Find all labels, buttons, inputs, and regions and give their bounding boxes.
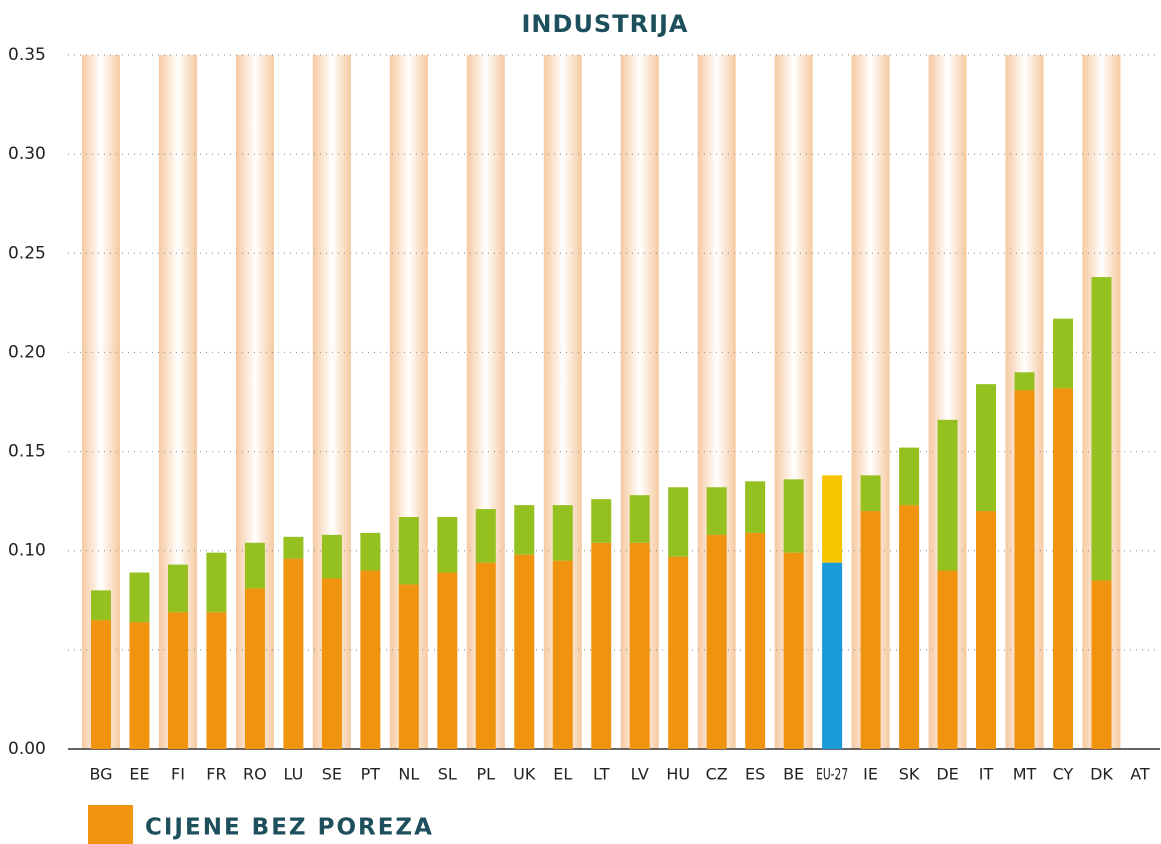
x-tick-label: RO bbox=[243, 765, 267, 784]
bar-segment bbox=[129, 622, 150, 749]
legend-swatch bbox=[88, 805, 133, 844]
bar-segment bbox=[629, 495, 650, 543]
bar-segment bbox=[283, 536, 304, 559]
x-tick-label: EU-27 bbox=[816, 765, 848, 784]
x-tick-label: IT bbox=[979, 765, 994, 784]
bar-segment bbox=[1053, 388, 1073, 749]
bar-segment bbox=[668, 487, 689, 557]
bar-segment bbox=[783, 479, 804, 553]
y-tick-label: 0.30 bbox=[8, 144, 46, 164]
bar-segment bbox=[167, 612, 188, 749]
x-tick-label: LU bbox=[283, 765, 303, 784]
bar-segment bbox=[783, 552, 804, 749]
x-tick-label: DE bbox=[936, 765, 958, 784]
x-tick-label: IE bbox=[863, 765, 878, 784]
bar-segment bbox=[206, 612, 227, 749]
x-tick-label: ES bbox=[745, 765, 765, 784]
bar-segment bbox=[321, 534, 342, 579]
bar-segment bbox=[91, 620, 111, 749]
bar-segment bbox=[629, 542, 650, 749]
bar-segment bbox=[860, 475, 881, 512]
legend-label: CIJENE BEZ POREZA bbox=[145, 815, 434, 841]
x-tick-label: FI bbox=[171, 765, 185, 784]
x-tick-label: BE bbox=[783, 765, 804, 784]
bar-segment bbox=[937, 570, 958, 749]
bar-segment bbox=[437, 572, 458, 749]
bar-segment bbox=[976, 384, 997, 512]
bar-segment bbox=[1091, 277, 1112, 581]
bar-segment bbox=[899, 505, 920, 749]
grid bbox=[68, 54, 1160, 750]
y-tick-label: 0.20 bbox=[8, 342, 46, 362]
x-tick-label: AT bbox=[1130, 765, 1150, 784]
x-tick-label: FR bbox=[206, 765, 226, 784]
bars bbox=[91, 277, 1112, 749]
bar-segment bbox=[321, 578, 342, 749]
x-tick-label: EE bbox=[129, 765, 149, 784]
x-tick-label: BG bbox=[89, 765, 112, 784]
x-tick-label: CZ bbox=[706, 765, 728, 784]
bar-segment bbox=[552, 505, 573, 561]
y-tick-label: 0.35 bbox=[8, 45, 46, 65]
x-tick-label: DK bbox=[1090, 765, 1113, 784]
y-tick-label: 0.25 bbox=[8, 243, 46, 263]
bar-segment bbox=[706, 534, 727, 749]
bar-segment bbox=[552, 560, 573, 749]
bar-segment bbox=[899, 447, 920, 506]
bar-segment bbox=[244, 588, 265, 749]
x-tick-label: UK bbox=[513, 765, 536, 784]
bar-segment bbox=[91, 590, 111, 621]
bar-segment bbox=[1014, 390, 1035, 749]
bar-segment bbox=[475, 509, 496, 563]
bar-segment bbox=[745, 481, 766, 533]
bar-segment bbox=[976, 511, 997, 749]
y-tick-label: 0.10 bbox=[8, 541, 46, 561]
bar-segment bbox=[360, 570, 381, 749]
bar-segment bbox=[514, 554, 535, 749]
bar-segment bbox=[745, 532, 766, 749]
bar-segment bbox=[668, 556, 689, 749]
bar-segment bbox=[437, 517, 458, 573]
bar-segment bbox=[591, 542, 612, 749]
bar-segment bbox=[591, 499, 612, 543]
bar-segment bbox=[937, 419, 958, 571]
x-tick-label: SL bbox=[438, 765, 457, 784]
bar-segment bbox=[129, 572, 150, 623]
bar-segment bbox=[398, 517, 419, 585]
x-tick-label: SK bbox=[899, 765, 920, 784]
y-tick-label: 0.15 bbox=[8, 442, 46, 462]
x-tick-label: HU bbox=[666, 765, 690, 784]
bar-segment bbox=[398, 584, 419, 749]
x-tick-label: LV bbox=[631, 765, 649, 784]
bar-segment bbox=[822, 475, 843, 563]
bar-segment bbox=[1053, 318, 1073, 389]
bar-segment bbox=[822, 562, 843, 749]
chart-title: INDUSTRIJA bbox=[522, 10, 689, 38]
x-tick-label: CY bbox=[1053, 765, 1074, 784]
bar-segment bbox=[167, 564, 188, 613]
x-tick-label: EL bbox=[553, 765, 572, 784]
x-tick-label: NL bbox=[398, 765, 419, 784]
bar-segment bbox=[244, 542, 265, 589]
bar-segment bbox=[283, 558, 304, 749]
bar-segment bbox=[706, 487, 727, 535]
x-tick-label: PL bbox=[477, 765, 496, 784]
bar-segment bbox=[1014, 372, 1035, 391]
y-tick-label: 0.00 bbox=[8, 739, 46, 759]
x-tick-label: PT bbox=[361, 765, 381, 784]
bar-segment bbox=[475, 562, 496, 749]
bar-segment bbox=[1091, 580, 1112, 749]
x-tick-label: LT bbox=[593, 765, 610, 784]
bar-segment bbox=[860, 511, 881, 749]
x-tick-label: SE bbox=[322, 765, 342, 784]
bar-segment bbox=[206, 552, 227, 613]
bar-segment bbox=[360, 532, 381, 571]
x-tick-label: MT bbox=[1013, 765, 1037, 784]
bar-segment bbox=[514, 505, 535, 555]
